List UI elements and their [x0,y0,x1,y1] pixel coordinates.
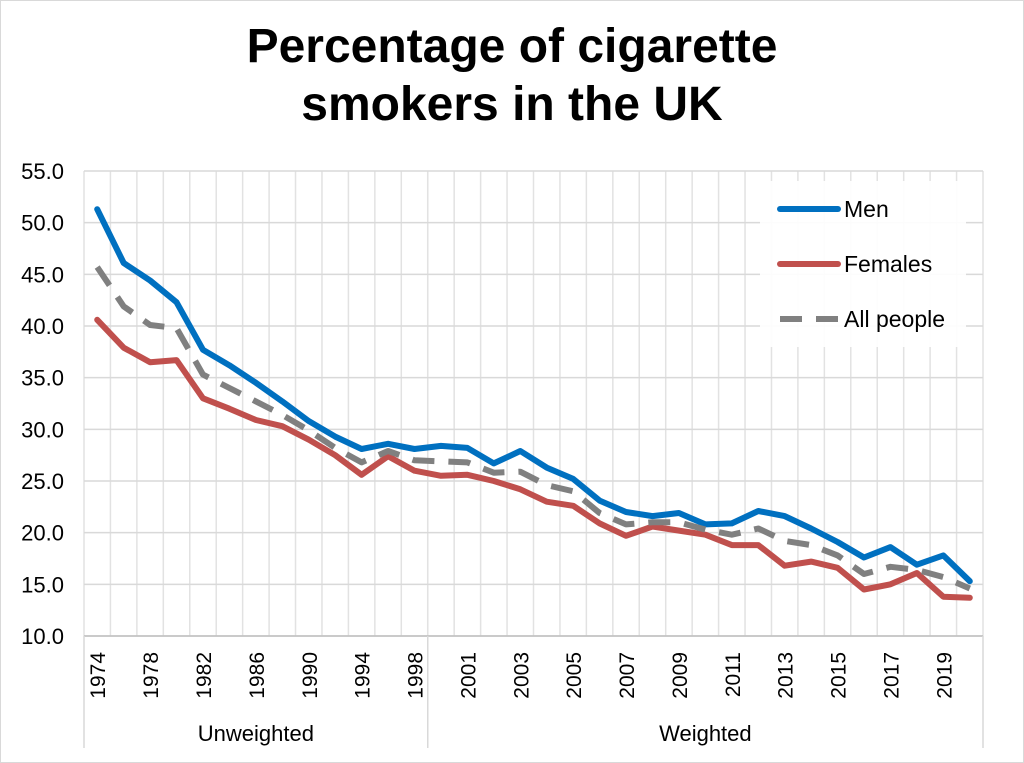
x-tick-label: 1978 [140,652,163,699]
x-tick-label: 2007 [616,652,639,699]
x-tick-label: 2015 [828,652,851,699]
x-tick-label: 2019 [933,652,956,699]
y-tick-label: 20.0 [21,521,64,546]
chart-title-line-2: smokers in the UK [301,78,723,131]
group-label-unweighted: Unweighted [198,721,314,746]
legend: Men Females All people [760,181,966,347]
x-tick-label: 2017 [880,652,903,699]
axes: 10.0 15.0 20.0 25.0 30.0 35.0 40.0 45.0 50.0 55.0… [21,159,984,748]
x-tick-label: 2005 [563,652,586,699]
x-tick-label: 2001 [457,652,480,699]
series-line-men [94,206,973,585]
x-tick-label: 2003 [510,652,533,699]
x-tick-label: 1982 [193,652,216,699]
y-tick-label: 25.0 [21,469,64,494]
y-tick-label: 30.0 [21,417,64,442]
x-tick-label: 1974 [87,652,110,699]
gridlines [83,170,984,637]
chart-title: Percentage of cigarette smokers in the U… [0,18,1024,134]
y-tick-label: 55.0 [21,159,64,184]
legend-label-females: Females [844,251,932,277]
chart-title-line-1: Percentage of cigarette [246,20,778,73]
series-line-all-people [94,265,971,592]
y-tick-label: 50.0 [21,211,64,236]
x-tick-label: 2011 [722,652,745,697]
x-tick-label: 1990 [299,652,322,699]
y-tick-label: 35.0 [21,366,64,391]
group-label-weighted: Weighted [659,721,752,746]
y-tick-label: 40.0 [21,314,64,339]
y-tick-label: 45.0 [21,262,64,287]
legend-label-all-people: All people [844,306,945,332]
x-tick-label: 1994 [352,652,375,699]
x-tick-label: 2013 [775,652,798,699]
series-lines [94,206,973,601]
legend-label-men: Men [844,196,889,222]
series-line-females [94,316,973,601]
y-tick-label: 15.0 [21,572,64,597]
y-tick-label: 10.0 [21,624,64,649]
x-tick-label: 1998 [405,652,428,699]
x-tick-label: 1986 [246,652,269,699]
x-tick-label: 2009 [669,652,692,699]
